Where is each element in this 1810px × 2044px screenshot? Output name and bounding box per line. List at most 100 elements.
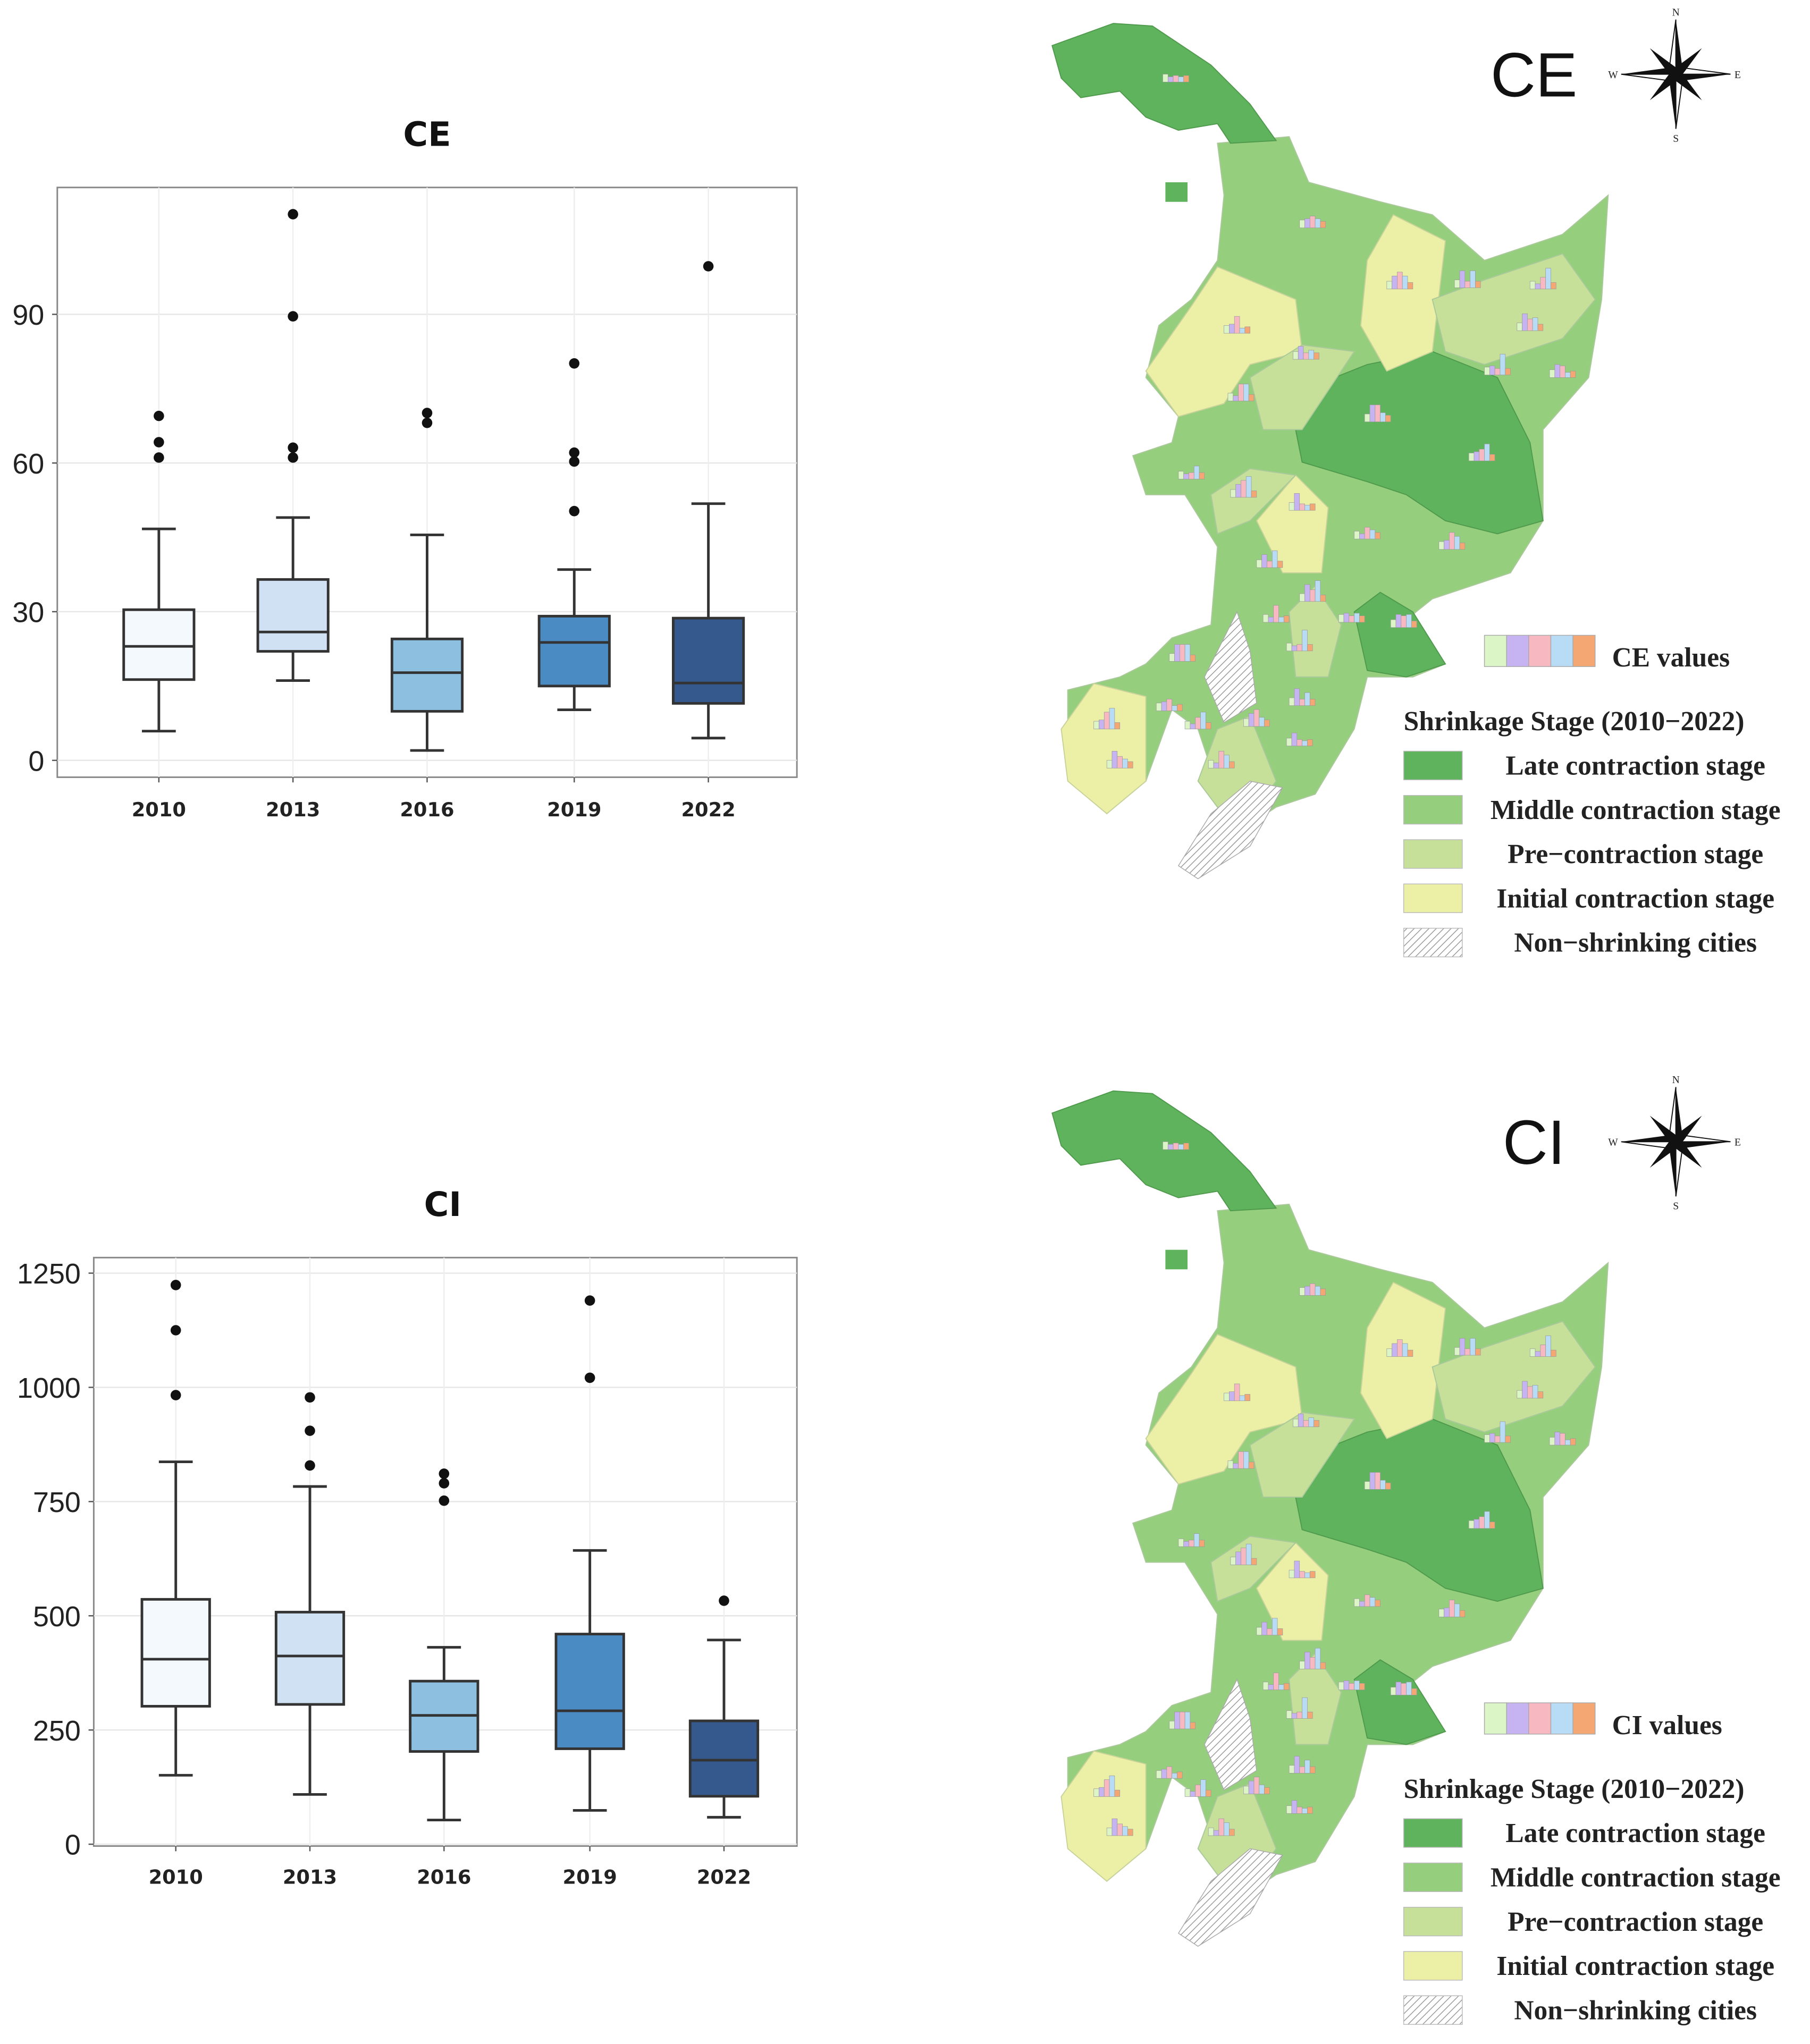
mini-bar <box>1309 1571 1316 1578</box>
mini-bar <box>1299 1571 1305 1578</box>
ce-map-title: CE <box>1491 40 1577 109</box>
mini-bar <box>1570 1438 1576 1446</box>
mini-bar <box>1244 326 1250 334</box>
mini-bar-chart <box>1227 384 1255 401</box>
mini-bar <box>1369 1597 1376 1607</box>
mini-bar <box>1099 1787 1105 1797</box>
mini-bar <box>1386 1348 1392 1357</box>
mini-bar <box>1302 1808 1308 1814</box>
mini-bar <box>1261 1621 1267 1636</box>
mini-bar-chart <box>1156 699 1183 711</box>
mini-bar <box>1470 271 1476 288</box>
bar-legend-label: CE values <box>1612 643 1730 673</box>
x-tick-label: 2019 <box>563 1866 617 1889</box>
mini-bar <box>1304 1286 1310 1296</box>
outlier-point <box>154 410 164 421</box>
mini-bar <box>1464 281 1470 288</box>
mini-bar-chart <box>1364 1472 1391 1490</box>
ci-map-title: CI <box>1503 1108 1565 1177</box>
y-tick-label: 750 <box>33 1486 81 1518</box>
mini-bar <box>1304 505 1310 511</box>
outlier-point <box>288 209 298 219</box>
mini-bar <box>1235 1551 1241 1565</box>
mini-bar <box>1489 1522 1495 1529</box>
mini-bar-chart <box>1286 630 1313 652</box>
mini-bar <box>1278 616 1284 623</box>
mini-bar <box>1385 1482 1391 1490</box>
mini-bar <box>1479 1516 1485 1529</box>
outlier-point <box>170 1280 181 1290</box>
mini-bar <box>1304 218 1310 229</box>
mini-bar <box>1267 1628 1273 1636</box>
chart-title: CE <box>403 115 451 154</box>
mini-bar <box>1178 471 1184 479</box>
mini-bar <box>1166 1766 1173 1779</box>
mini-bar <box>1500 1421 1506 1443</box>
mini-bar <box>1545 1335 1551 1357</box>
bar-legend-swatch <box>1528 1702 1552 1735</box>
mini-bar <box>1551 1349 1556 1357</box>
mini-bar <box>1554 364 1560 378</box>
bar-legend-swatch <box>1528 635 1552 667</box>
mini-bar <box>1117 1823 1123 1836</box>
mini-bar <box>1505 368 1511 375</box>
mini-bar <box>1303 352 1309 360</box>
mini-bar <box>1401 1683 1407 1695</box>
mini-bar <box>1551 282 1556 290</box>
mini-bar <box>1299 219 1305 229</box>
mini-bar <box>1173 75 1179 82</box>
mini-bar <box>1474 1519 1480 1529</box>
mini-bar <box>1289 1569 1295 1578</box>
mini-bar <box>1106 760 1113 768</box>
mini-bar <box>1540 277 1546 290</box>
mini-bar <box>1517 1390 1522 1399</box>
legend-item-label: Pre−contraction stage <box>1508 839 1763 869</box>
mini-bar <box>1163 1141 1168 1150</box>
mini-bar <box>1256 559 1262 568</box>
mini-bar <box>1314 352 1319 360</box>
mini-bar <box>1093 1788 1099 1797</box>
mini-bar <box>1537 1391 1544 1399</box>
mini-bar <box>1309 216 1316 229</box>
mini-bar <box>1494 368 1501 375</box>
svg-text:N: N <box>1672 1075 1680 1086</box>
mini-bar <box>1244 1394 1250 1401</box>
mini-bar <box>1179 644 1185 662</box>
mini-bar <box>1109 1775 1115 1797</box>
mini-bar <box>1298 1413 1304 1428</box>
mini-bar <box>1183 75 1189 82</box>
mini-bar <box>1527 318 1533 331</box>
mini-bar <box>1298 346 1304 360</box>
mini-bar <box>1190 723 1196 730</box>
mini-bar <box>1272 550 1278 568</box>
mini-bar <box>1359 615 1365 623</box>
mini-bar <box>1364 1594 1370 1607</box>
mini-bar <box>1178 1539 1184 1547</box>
box-2016 <box>390 637 464 713</box>
mini-bar-chart <box>1163 1141 1189 1150</box>
mini-bar <box>1343 1680 1350 1690</box>
mini-bar <box>1289 502 1295 511</box>
legend-swatch <box>1403 927 1463 958</box>
mini-bar <box>1189 472 1194 479</box>
mini-bar <box>1560 365 1565 378</box>
mini-bar <box>1449 532 1455 550</box>
mini-bar-chart <box>1549 364 1576 378</box>
mini-bar <box>1264 1787 1270 1794</box>
mini-bar <box>1309 503 1316 511</box>
mini-bar <box>1522 313 1528 331</box>
mini-bar <box>1554 1432 1560 1446</box>
mini-bar <box>1385 415 1391 423</box>
legend-swatch <box>1403 1995 1463 2025</box>
mini-bar <box>1303 1420 1309 1428</box>
mini-bar <box>1307 739 1313 746</box>
mini-bar <box>1304 1572 1310 1578</box>
mini-bar-chart <box>1484 353 1511 375</box>
mini-bar <box>1315 1286 1321 1296</box>
outlier-point <box>422 408 433 418</box>
mini-bar <box>1099 720 1105 730</box>
box-2019 <box>554 1633 625 1750</box>
ce-mini-bar-charts <box>1093 74 1576 768</box>
box-2019 <box>537 614 611 688</box>
